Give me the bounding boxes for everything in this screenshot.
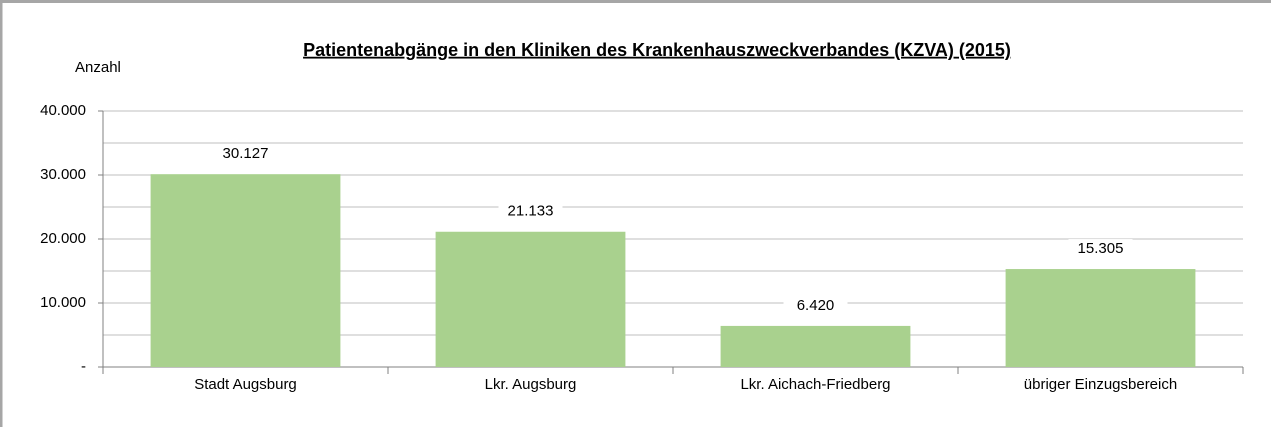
value-label: 15.305 [1078,240,1124,257]
x-tick-label: übriger Einzugsbereich [1024,376,1177,393]
x-tick-label: Lkr. Aichach-Friedberg [740,376,890,393]
x-tick-label: Lkr. Augsburg [485,376,577,393]
y-tick-label: 40.000 [40,102,86,119]
bar [720,325,911,367]
value-label: 6.420 [797,297,835,314]
y-axis-label: Anzahl [75,59,121,76]
bar [150,174,341,367]
y-tick-label: 10.000 [40,294,86,311]
y-tick-label: - [81,358,86,375]
y-tick-label: 30.000 [40,166,86,183]
chart-title: Patientenabgänge in den Kliniken des Kra… [303,40,1011,60]
value-label-bg [213,144,278,165]
bar [1005,269,1196,367]
y-tick-label: 20.000 [40,230,86,247]
value-label-bg [783,295,848,316]
value-label-bg [1068,239,1133,260]
x-tick-label: Stadt Augsburg [194,376,297,393]
value-label: 21.133 [508,203,554,220]
value-label: 30.127 [223,145,269,162]
value-label-bg [498,201,563,222]
bar [435,231,626,367]
